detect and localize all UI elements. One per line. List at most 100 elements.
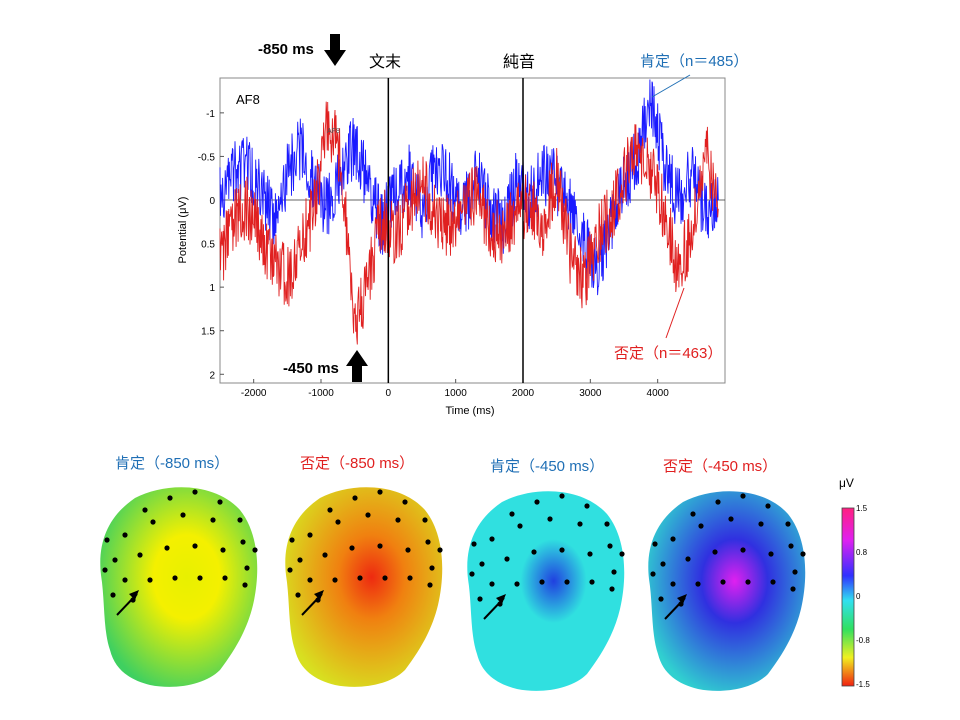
down-arrow-icon bbox=[324, 34, 346, 66]
topomap-label-3: 肯定（-450 ms） bbox=[490, 458, 605, 475]
electrode-dot bbox=[685, 556, 691, 562]
x-tick-label: 0 bbox=[386, 388, 392, 399]
electrode-dot bbox=[534, 499, 540, 505]
electrode-dot bbox=[745, 579, 751, 585]
electrode-dot bbox=[607, 543, 613, 549]
topomap-label-2: 否定（-850 ms） bbox=[300, 455, 415, 472]
electrode-dot bbox=[788, 543, 794, 549]
electrode-dot bbox=[427, 582, 433, 588]
electrode-dot bbox=[237, 517, 243, 523]
electrode-dot bbox=[242, 582, 248, 588]
electrode-dot bbox=[425, 539, 431, 545]
x-tick-label: -1000 bbox=[308, 388, 334, 399]
electrode-dot bbox=[327, 507, 333, 513]
x-tick-label: 2000 bbox=[512, 388, 535, 399]
electrode-dot bbox=[104, 537, 110, 543]
channel-label: AF8 bbox=[236, 92, 260, 107]
af8-arrow-icon bbox=[483, 594, 506, 620]
electrode-dot bbox=[352, 495, 358, 501]
y-tick-label: 1 bbox=[209, 283, 215, 294]
electrode-dot bbox=[539, 579, 545, 585]
electrode-dot bbox=[504, 556, 510, 562]
topomap-head-3 bbox=[467, 491, 625, 691]
topomap-head-2 bbox=[285, 487, 443, 687]
electrode-dot bbox=[652, 541, 658, 547]
marker-sentence-end-label: 文末 bbox=[369, 54, 402, 71]
electrode-dot bbox=[670, 536, 676, 542]
x-axis-label: Time (ms) bbox=[445, 405, 494, 417]
colorbar-unit: μV bbox=[839, 476, 854, 490]
series-layer bbox=[219, 79, 719, 345]
electrode-dot bbox=[559, 547, 565, 553]
electrode-dot bbox=[670, 581, 676, 587]
electrode-dot bbox=[770, 579, 776, 585]
y-tick-label: -0.5 bbox=[198, 152, 216, 163]
electrode-dot bbox=[584, 503, 590, 509]
head-surface bbox=[648, 491, 806, 691]
colorbar-tick-0: 0 bbox=[856, 592, 861, 601]
time-450-label: -450 ms bbox=[283, 360, 339, 377]
electrode-dot bbox=[740, 547, 746, 553]
electrode-dot bbox=[150, 519, 156, 525]
electrode-dot bbox=[765, 503, 771, 509]
y-tick-label: 0 bbox=[209, 196, 215, 207]
electrode-dot bbox=[252, 547, 258, 553]
head-surface bbox=[285, 487, 443, 687]
electrode-dot bbox=[587, 551, 593, 557]
colorbar-tick-min: -1.5 bbox=[856, 680, 870, 689]
electrode-dot bbox=[147, 577, 153, 583]
series-line-negative bbox=[219, 101, 719, 345]
electrode-dot bbox=[514, 581, 520, 587]
electrode-dot bbox=[758, 521, 764, 527]
topomap-label-1: 肯定（-850 ms） bbox=[115, 455, 230, 472]
electrode-dot bbox=[137, 552, 143, 558]
electrode-dot bbox=[695, 581, 701, 587]
electrode-dot bbox=[658, 596, 664, 602]
electrode-dot bbox=[349, 545, 355, 551]
y-tick-label: 0.5 bbox=[201, 240, 215, 251]
topomap-head-4 bbox=[648, 491, 806, 691]
colorbar-tick-neg08: -0.8 bbox=[856, 636, 870, 645]
x-tick-label: 4000 bbox=[647, 388, 670, 399]
electrode-dot bbox=[407, 575, 413, 581]
electrode-dot bbox=[660, 561, 666, 567]
electrode-dot bbox=[577, 521, 583, 527]
af8-arrow-icon bbox=[116, 590, 139, 616]
electrode-dot bbox=[479, 561, 485, 567]
electrode-dot bbox=[142, 507, 148, 513]
blue-callout-line bbox=[651, 74, 691, 98]
electrode-dot bbox=[792, 569, 798, 575]
electrode-dot bbox=[609, 586, 615, 592]
electrode-dot bbox=[240, 539, 246, 545]
electrode-dot bbox=[589, 579, 595, 585]
electrode-dot bbox=[335, 519, 341, 525]
electrode-dot bbox=[357, 575, 363, 581]
electrode-dot bbox=[611, 569, 617, 575]
x-tick-label: 1000 bbox=[445, 388, 468, 399]
electrode-dot bbox=[712, 549, 718, 555]
electrode-dot bbox=[307, 532, 313, 538]
electrode-dot bbox=[740, 493, 746, 499]
electrode-dot bbox=[395, 517, 401, 523]
electrode-dot bbox=[287, 567, 293, 573]
time-850-label: -850 ms bbox=[258, 41, 314, 58]
electrode-dot bbox=[217, 499, 223, 505]
electrode-dot bbox=[180, 512, 186, 518]
af8-arrow-icon bbox=[301, 590, 324, 616]
electrode-dot bbox=[517, 523, 523, 529]
electrode-dot bbox=[377, 489, 383, 495]
electrode-dot bbox=[295, 592, 301, 598]
electrode-dot bbox=[547, 516, 553, 522]
af8-arrow-icon bbox=[664, 594, 687, 620]
red-callout-line bbox=[665, 287, 685, 339]
colorbar-tick-08: 0.8 bbox=[856, 548, 868, 557]
electrode-dot bbox=[112, 557, 118, 563]
marker-tone-label: 純音 bbox=[503, 54, 536, 71]
negative-legend-label: 否定（n＝463） bbox=[614, 345, 723, 362]
electrode-dot bbox=[164, 545, 170, 551]
electrode-dot bbox=[222, 575, 228, 581]
electrode-dot bbox=[197, 575, 203, 581]
electrode-dot bbox=[307, 577, 313, 583]
electrode-dot bbox=[720, 579, 726, 585]
electrode-dot bbox=[650, 571, 656, 577]
